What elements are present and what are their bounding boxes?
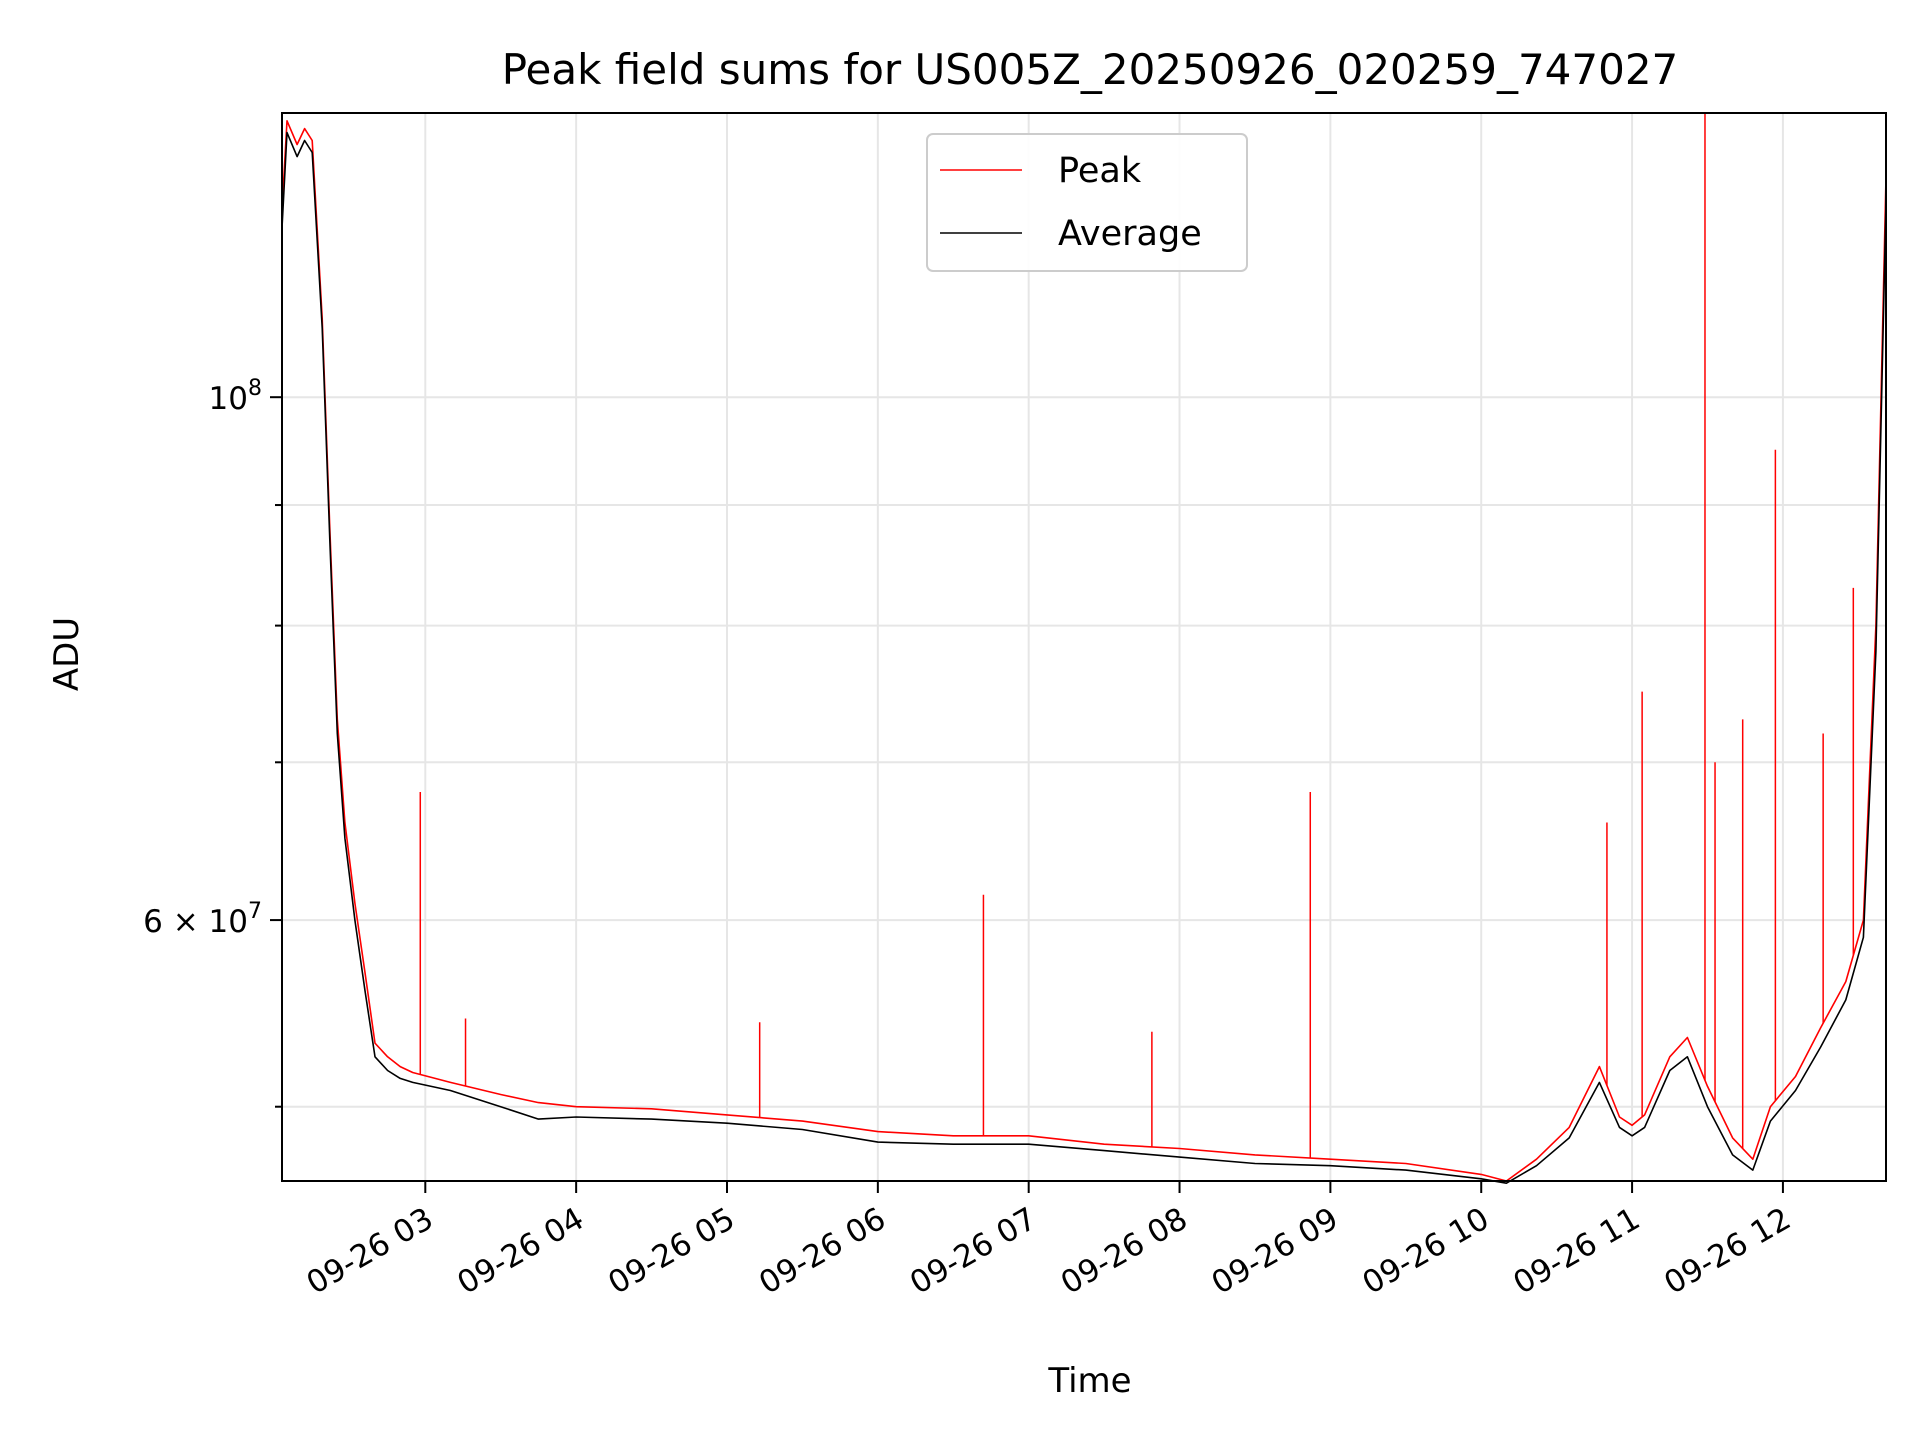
chart-title: Peak field sums for US005Z_20250926_0202…	[502, 45, 1679, 94]
legend: Peak Average	[926, 133, 1248, 272]
series-line-peak	[281, 120, 1887, 1182]
plot-frame	[281, 112, 1887, 1182]
y-tick-label: 108	[209, 376, 262, 417]
series-layer	[281, 113, 1887, 1184]
y-axis: 108 6 × 107	[143, 376, 282, 1108]
legend-box	[926, 133, 1248, 272]
series-line-average	[281, 131, 1887, 1184]
legend-label-peak: Peak	[1058, 151, 1142, 191]
x-axis-label: Time	[1047, 1361, 1131, 1401]
y-axis-label: ADU	[47, 617, 87, 691]
legend-label-average: Average	[1058, 214, 1202, 254]
grid	[282, 113, 1886, 1181]
y-tick-label: 6 × 107	[143, 899, 262, 940]
